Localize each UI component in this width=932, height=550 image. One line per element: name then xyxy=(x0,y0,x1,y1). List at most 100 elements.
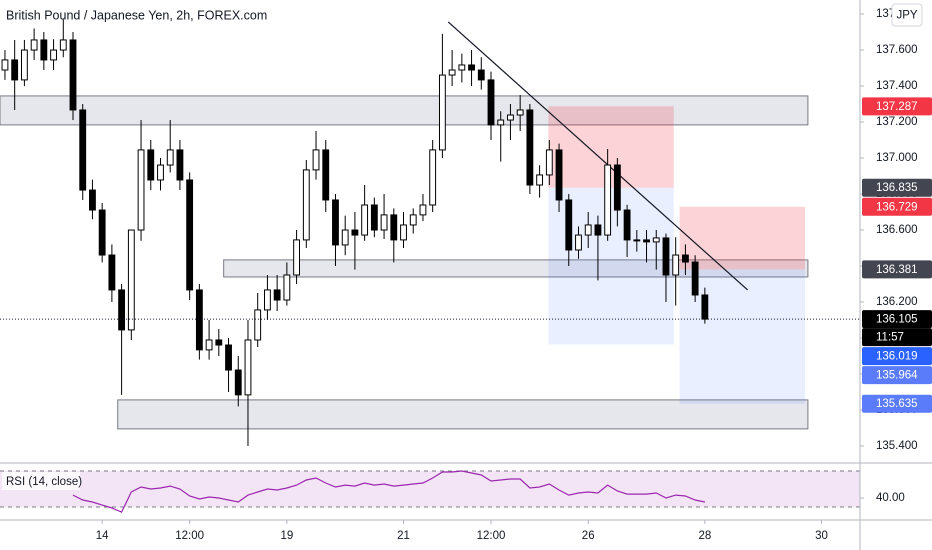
y-tick-label: 137.200 xyxy=(876,116,918,128)
price-badge xyxy=(862,97,932,116)
candle-body xyxy=(516,109,524,116)
candle-body xyxy=(137,149,145,231)
candle-body xyxy=(361,204,369,236)
x-tick-label: 26 xyxy=(582,530,595,542)
candle-body xyxy=(613,164,621,211)
x-tick-label: 19 xyxy=(280,530,293,542)
candle-body xyxy=(438,74,446,151)
candle-body xyxy=(594,224,602,236)
candle-body xyxy=(565,199,573,251)
candle-body xyxy=(89,189,96,211)
price-badge-label: 135.635 xyxy=(876,398,918,410)
candle-body xyxy=(400,224,407,241)
candle-body xyxy=(186,179,194,291)
candle-body xyxy=(536,174,544,186)
candle-body xyxy=(555,149,563,201)
candle-body xyxy=(225,344,232,371)
candle-body xyxy=(50,49,57,61)
candle-body xyxy=(195,289,203,351)
candle-body xyxy=(20,49,28,81)
candle-body xyxy=(380,214,388,231)
candle-body xyxy=(370,204,378,231)
candle-body xyxy=(157,164,164,181)
zone xyxy=(223,259,809,278)
candle-body xyxy=(215,339,223,346)
candle-body xyxy=(497,119,505,126)
currency-button[interactable] xyxy=(891,3,923,27)
price-badge-label: 135.964 xyxy=(876,370,918,382)
candle-body xyxy=(701,294,709,320)
price-badge-label: 136.729 xyxy=(876,201,918,213)
candle-body xyxy=(643,239,650,243)
candle-body xyxy=(584,224,592,236)
candle-body xyxy=(545,149,553,176)
price-badge-label: 136.105 xyxy=(876,314,918,326)
candle-body xyxy=(409,214,417,226)
candle-body xyxy=(341,229,349,246)
candle-body xyxy=(118,289,126,331)
rsi-title: RSI (14, close) xyxy=(6,476,82,488)
candle-body xyxy=(623,209,631,241)
y-tick-label: 136.200 xyxy=(876,296,918,308)
candle-body xyxy=(681,254,689,263)
chart-title: British Pound / Japanese Yen, 2h, FOREX.… xyxy=(6,8,267,22)
rsi-pane: RSI (14, close) xyxy=(0,470,860,513)
candle-body xyxy=(293,239,300,276)
candle-body xyxy=(468,64,475,71)
candle-body xyxy=(166,149,174,166)
price-badge xyxy=(862,366,932,385)
candle-body xyxy=(244,339,252,396)
x-tick-label: 12:00 xyxy=(175,530,204,542)
candle-body xyxy=(332,199,339,246)
zone xyxy=(0,95,809,126)
candle-body xyxy=(11,59,19,81)
candle-body xyxy=(127,229,135,331)
candle-body xyxy=(79,109,87,191)
candle-body xyxy=(147,149,155,181)
candle-body xyxy=(283,274,291,301)
y-tick-label: 137.600 xyxy=(876,44,918,56)
price-badge xyxy=(862,347,932,366)
candle-body xyxy=(429,149,437,206)
candle-body xyxy=(254,309,262,341)
countdown-label: 11:57 xyxy=(876,332,904,344)
candle-body xyxy=(322,149,330,201)
candle-body xyxy=(234,369,242,396)
trendline xyxy=(447,21,749,291)
candle-body xyxy=(662,237,670,276)
candle-body xyxy=(390,214,398,241)
x-tick-label: 14 xyxy=(96,530,109,542)
candle-body xyxy=(205,339,213,351)
candle-body xyxy=(264,289,271,311)
candle-body xyxy=(419,204,427,216)
candle-body xyxy=(176,149,184,181)
candle-body xyxy=(477,69,485,81)
y-tick-label: 136.600 xyxy=(876,224,918,236)
candle-body xyxy=(302,169,310,241)
price-badge xyxy=(862,260,932,279)
candle-body xyxy=(575,234,582,251)
x-tick-label: 30 xyxy=(815,530,828,542)
candle-body xyxy=(448,69,456,76)
candle-body xyxy=(59,39,67,51)
price-pane xyxy=(0,19,860,446)
y-tick-label: 135.400 xyxy=(876,440,918,452)
price-badge-label: 136.381 xyxy=(876,264,918,276)
price-badge xyxy=(862,178,932,197)
x-tick-label: 28 xyxy=(698,530,711,542)
candle-body xyxy=(108,254,116,291)
currency-label[interactable]: JPY xyxy=(896,10,917,22)
zone xyxy=(117,399,809,430)
candle-body xyxy=(604,164,612,236)
candle-body xyxy=(69,39,77,111)
y-tick-label: 137.000 xyxy=(876,152,918,164)
candle-body xyxy=(1,59,9,71)
price-badge-label: 137.287 xyxy=(876,101,918,113)
candle-body xyxy=(40,39,48,61)
candle-body xyxy=(273,289,281,301)
candle-body xyxy=(672,254,680,276)
y-tick-label: 137.400 xyxy=(876,80,918,92)
candle-body xyxy=(312,149,320,171)
price-badge xyxy=(862,197,932,216)
